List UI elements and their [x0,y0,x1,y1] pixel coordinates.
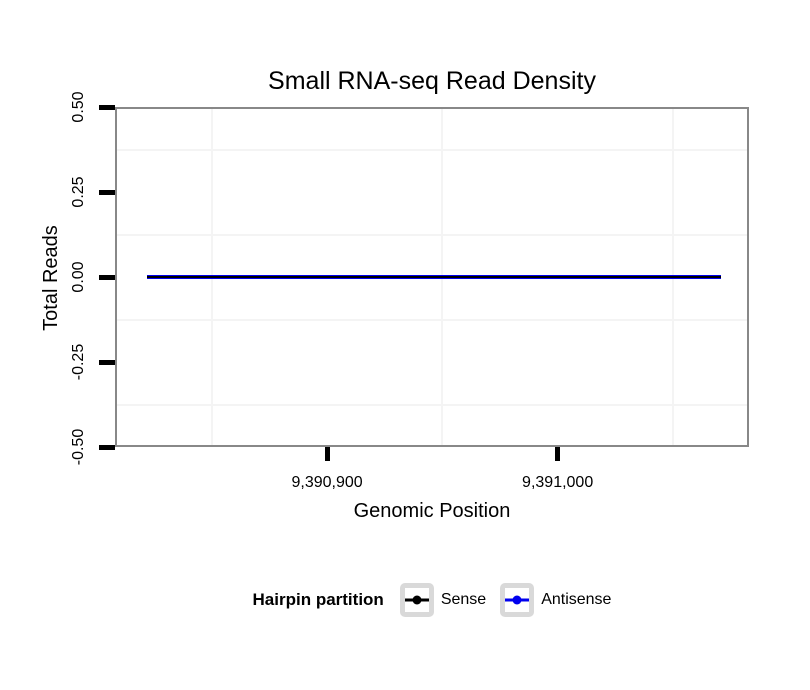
y-tick-mark [99,189,115,195]
series-line-sense [147,276,722,278]
legend: Hairpin partition Sense Antisense [115,582,749,618]
y-tick-mark [99,274,115,280]
y-tick-mark [99,104,115,110]
legend-label-sense: Sense [440,591,487,608]
y-tick-mark [99,359,115,365]
x-tick-mark [324,447,330,461]
y-tick-label: -0.25 [70,343,87,381]
legend-title: Hairpin partition [252,590,384,609]
y-axis-title: Total Reads [40,225,62,331]
minor-gridline-horizontal [117,148,747,151]
y-tick-mark [99,444,115,450]
minor-gridline-horizontal [117,403,747,406]
legend-item-sense: Sense [399,583,487,617]
minor-gridline-horizontal [117,233,747,236]
y-tick-label: 0.00 [70,261,87,293]
plot-panel [115,107,749,447]
legend-key-antisense [500,583,535,617]
minor-gridline-horizontal [117,318,747,321]
x-tick-label: 9,391,000 [522,474,594,491]
chart-title: Small RNA-seq Read Density [268,67,596,95]
y-tick-label: 0.25 [70,176,87,208]
legend-key-point-icon [412,595,422,605]
legend-label-antisense: Antisense [541,591,612,608]
legend-item-antisense: Antisense [500,583,611,617]
y-tick-label: -0.50 [70,428,87,466]
y-tick-label: 0.50 [70,91,87,123]
legend-key-sense [399,583,434,617]
x-tick-mark [555,447,561,461]
legend-key-point-icon [512,595,522,605]
x-tick-label: 9,390,900 [291,474,363,491]
x-axis-title: Genomic Position [353,500,511,522]
